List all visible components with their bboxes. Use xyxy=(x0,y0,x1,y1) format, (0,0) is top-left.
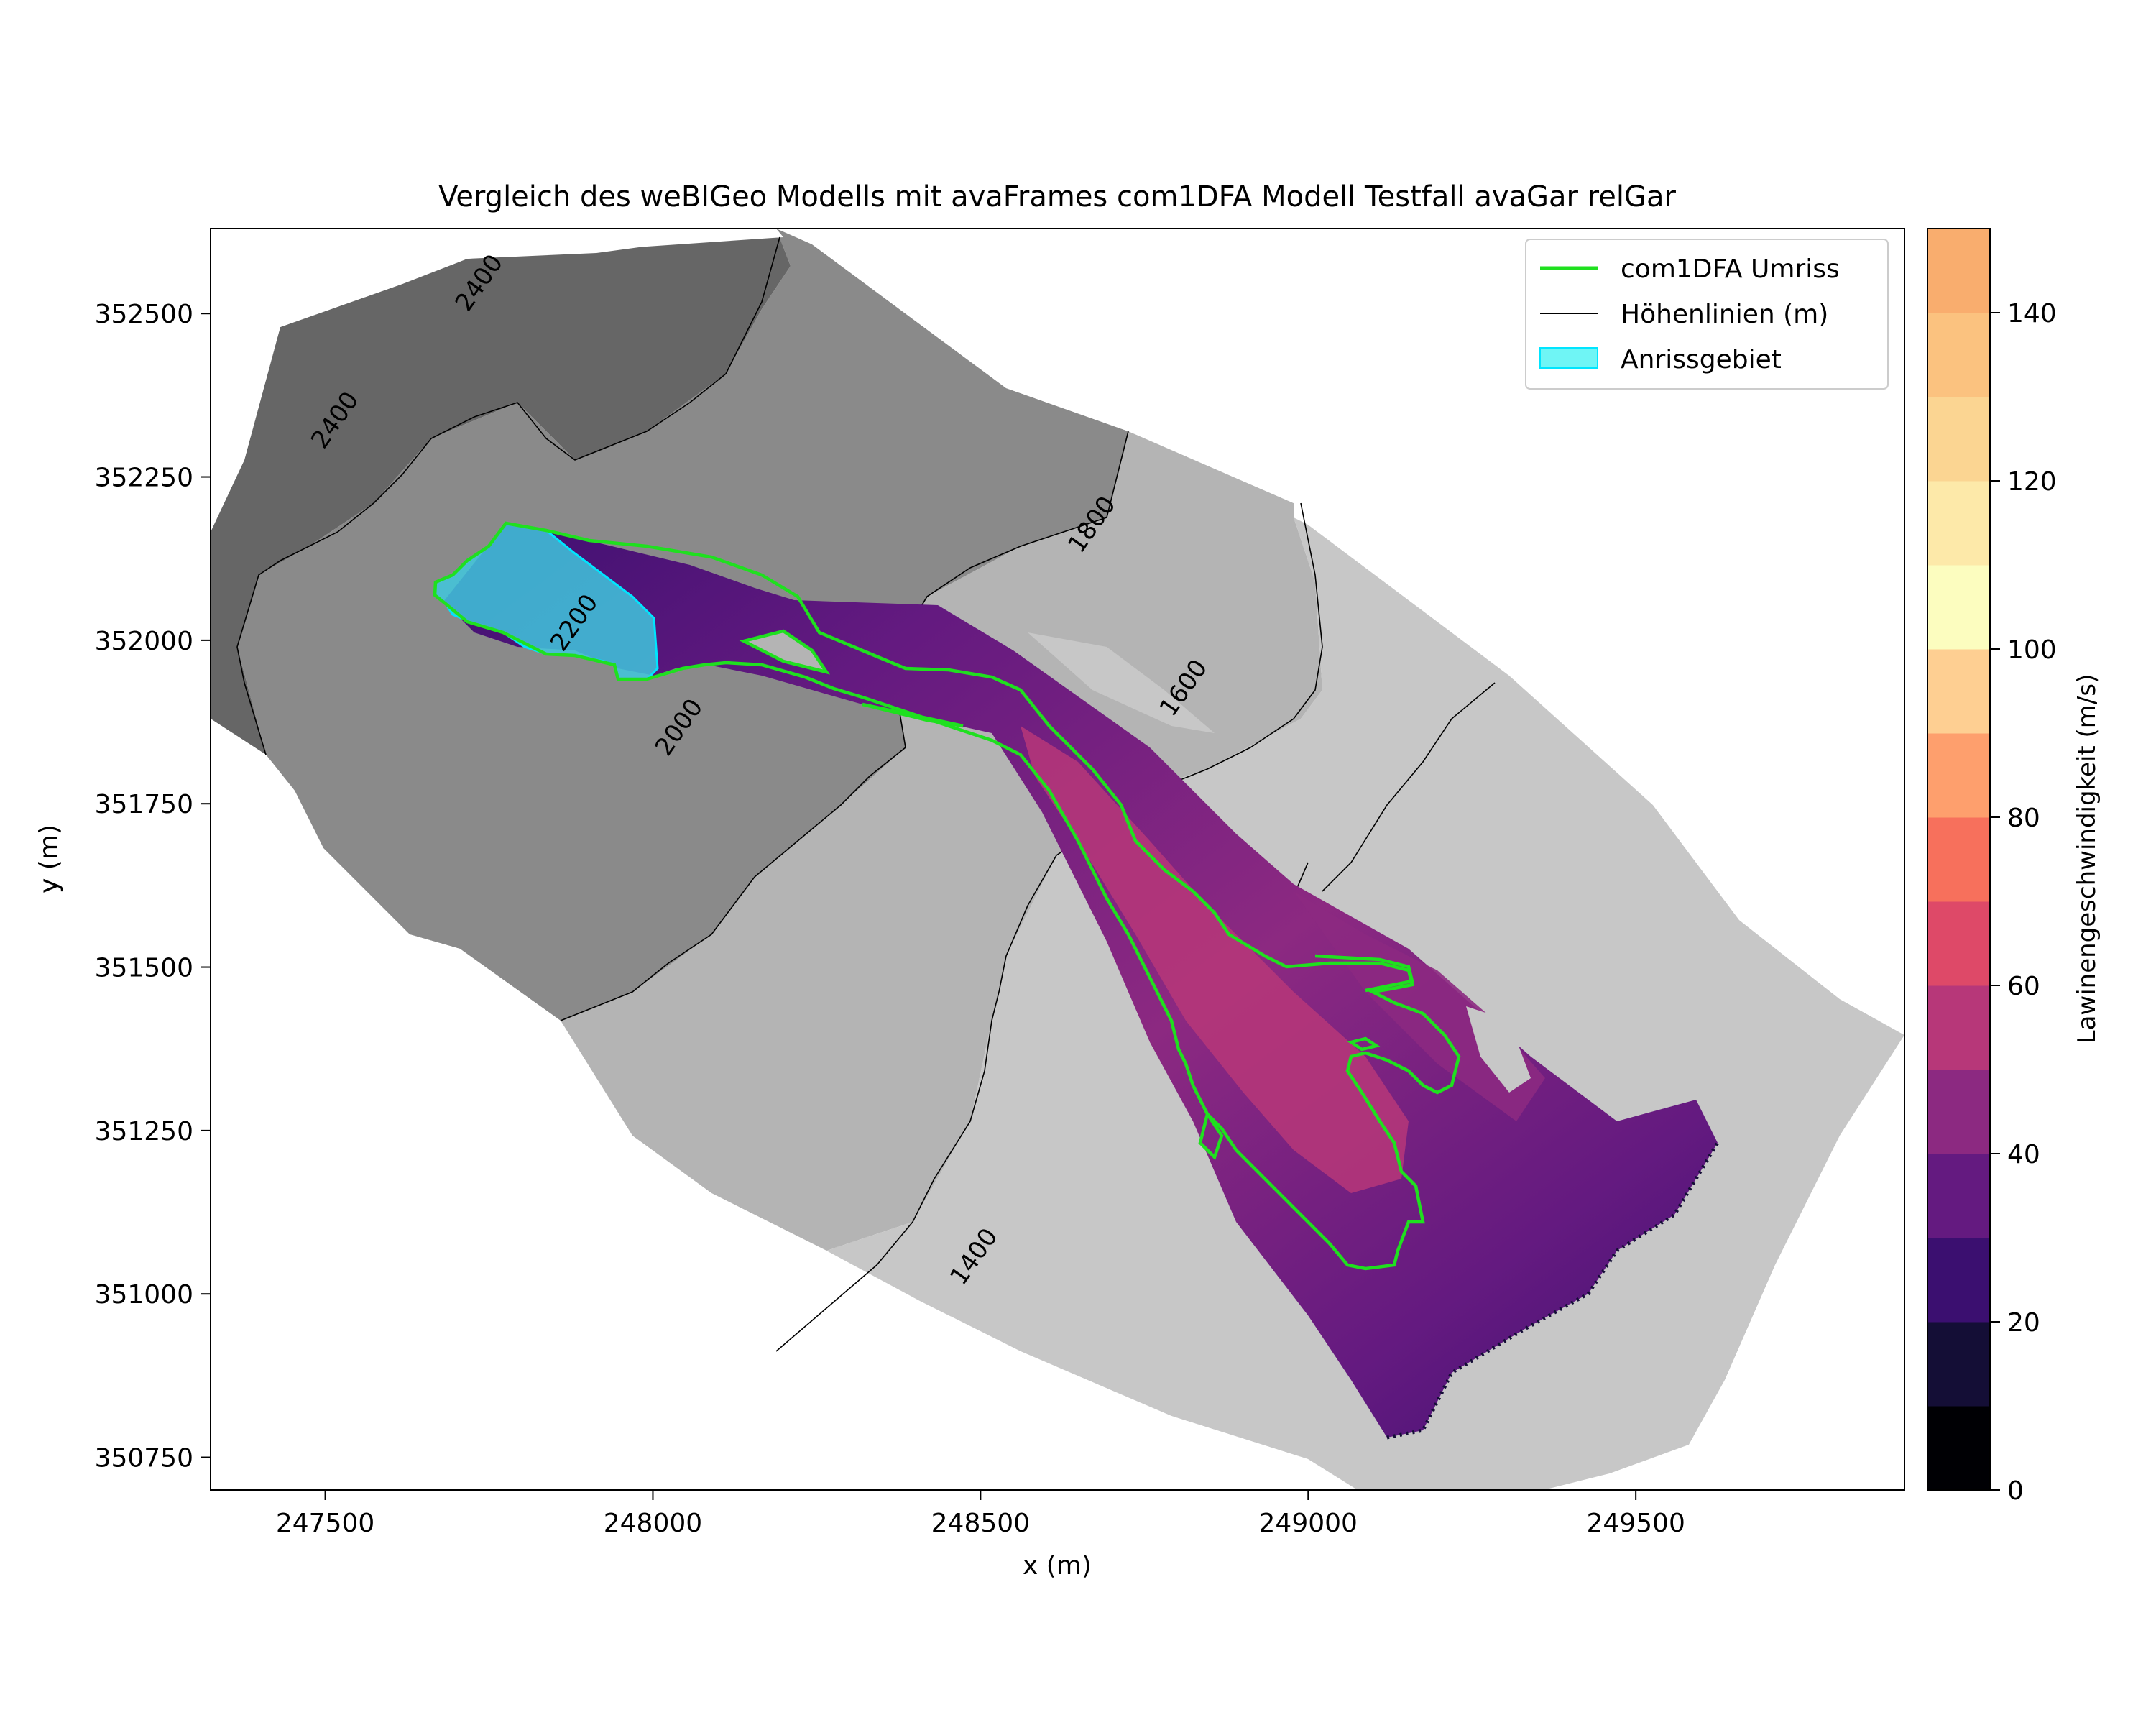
colorbar-tick-label: 40 xyxy=(2007,1140,2040,1169)
com1dfa-outline-main xyxy=(433,521,1461,1271)
colorbar-tick-label: 120 xyxy=(2007,467,2057,497)
colorbar-frame xyxy=(1927,228,1991,1491)
y-axis-label: y (m) xyxy=(34,824,64,893)
colorbar-band xyxy=(1927,1154,1990,1238)
x-tick-label: 248000 xyxy=(604,1509,702,1538)
colorbar-band xyxy=(1927,1322,1990,1407)
legend-label: Anrissgebiet xyxy=(1621,345,1782,374)
terrain-band-low xyxy=(561,431,1322,1337)
x-tick-label: 248500 xyxy=(931,1509,1030,1538)
terrain xyxy=(211,229,1904,1490)
colorbar-band xyxy=(1927,565,1990,650)
colorbar-band xyxy=(1927,733,1990,818)
colorbar-tick-label: 80 xyxy=(2007,804,2040,833)
velocity-gap xyxy=(1466,1006,1531,1092)
com1dfa-outline-island xyxy=(739,629,831,675)
y-tick-label: 352250 xyxy=(95,464,193,493)
y-tick-label: 351250 xyxy=(95,1117,193,1146)
colorbar-band xyxy=(1927,901,1990,986)
colorbar-tick-label: 140 xyxy=(2007,299,2057,328)
colorbar-band xyxy=(1927,397,1990,482)
y-tick-label: 352000 xyxy=(95,627,193,656)
colorbar-tick-label: 100 xyxy=(2007,635,2057,665)
velocity-gap xyxy=(744,631,826,672)
contour-line xyxy=(560,431,1129,1021)
terrain-band-high xyxy=(211,229,791,755)
y-tick-label: 351000 xyxy=(95,1280,193,1310)
colorbar-band xyxy=(1927,481,1990,566)
colorbar-band xyxy=(1927,985,1990,1070)
velocity-band xyxy=(1294,891,1545,1121)
colorbar-band xyxy=(1927,1238,1990,1322)
terrain-mask xyxy=(211,229,1904,1490)
contour-line xyxy=(236,502,374,755)
colorbar-band xyxy=(1927,229,1990,313)
com1dfa-outline xyxy=(433,521,1461,1271)
legend-label: Höhenlinien (m) xyxy=(1621,300,1828,329)
com1dfa-outline-arm xyxy=(1314,954,1414,993)
chart-title: Vergleich des weBIGeo Modells mit avaFra… xyxy=(438,180,1676,213)
colorbar-band xyxy=(1927,1406,1990,1491)
y-tick-label: 351750 xyxy=(95,790,193,819)
colorbar-tick-label: 0 xyxy=(2007,1476,2024,1506)
y-axis: 350750 351000 351250 351500 351750 352000 3522… xyxy=(95,300,211,1473)
contour-line xyxy=(1322,682,1496,892)
com1dfa-outline-stub xyxy=(1198,1110,1224,1161)
colorbar-tick-label: 60 xyxy=(2007,972,2040,1001)
com1dfa-outline-island xyxy=(862,702,964,728)
x-tick-label: 249000 xyxy=(1259,1509,1358,1538)
colorbar-label: Lawinengeschwindigkeit (m/s) xyxy=(2073,674,2101,1044)
velocity-gap xyxy=(1028,632,1215,733)
legend-label: com1DFA Umriss xyxy=(1621,254,1840,284)
legend: com1DFA Umriss Höhenlinien (m) Anrissgeb… xyxy=(1525,239,1889,390)
contour-line xyxy=(373,236,780,504)
y-tick-label: 352500 xyxy=(95,300,193,329)
x-tick-label: 247500 xyxy=(276,1509,374,1538)
colorbar-band xyxy=(1927,817,1990,902)
x-tick-label: 249500 xyxy=(1586,1509,1685,1538)
com1dfa-outline-blob xyxy=(1347,1036,1381,1052)
x-axis-label: x (m) xyxy=(1023,1551,1092,1581)
colorbar: 0 20 40 60 80 100 120 140 xyxy=(1927,229,2057,1506)
y-tick-label: 351500 xyxy=(95,954,193,983)
y-tick-label: 350750 xyxy=(95,1444,193,1473)
x-axis: 247500 248000 248500 249000 249500 xyxy=(276,1490,1685,1538)
velocity-band xyxy=(1021,726,1409,1193)
plot-frame xyxy=(210,228,1905,1491)
colorbar-band xyxy=(1927,1070,1990,1154)
velocity-tail-fringe xyxy=(1386,1141,1720,1440)
contour-line xyxy=(775,1221,913,1352)
legend-swatch-release xyxy=(1539,347,1598,369)
colorbar-band xyxy=(1927,649,1990,734)
colorbar-tick-label: 20 xyxy=(2007,1308,2040,1338)
colorbar-band xyxy=(1927,313,1990,397)
legend-box xyxy=(1525,239,1889,390)
